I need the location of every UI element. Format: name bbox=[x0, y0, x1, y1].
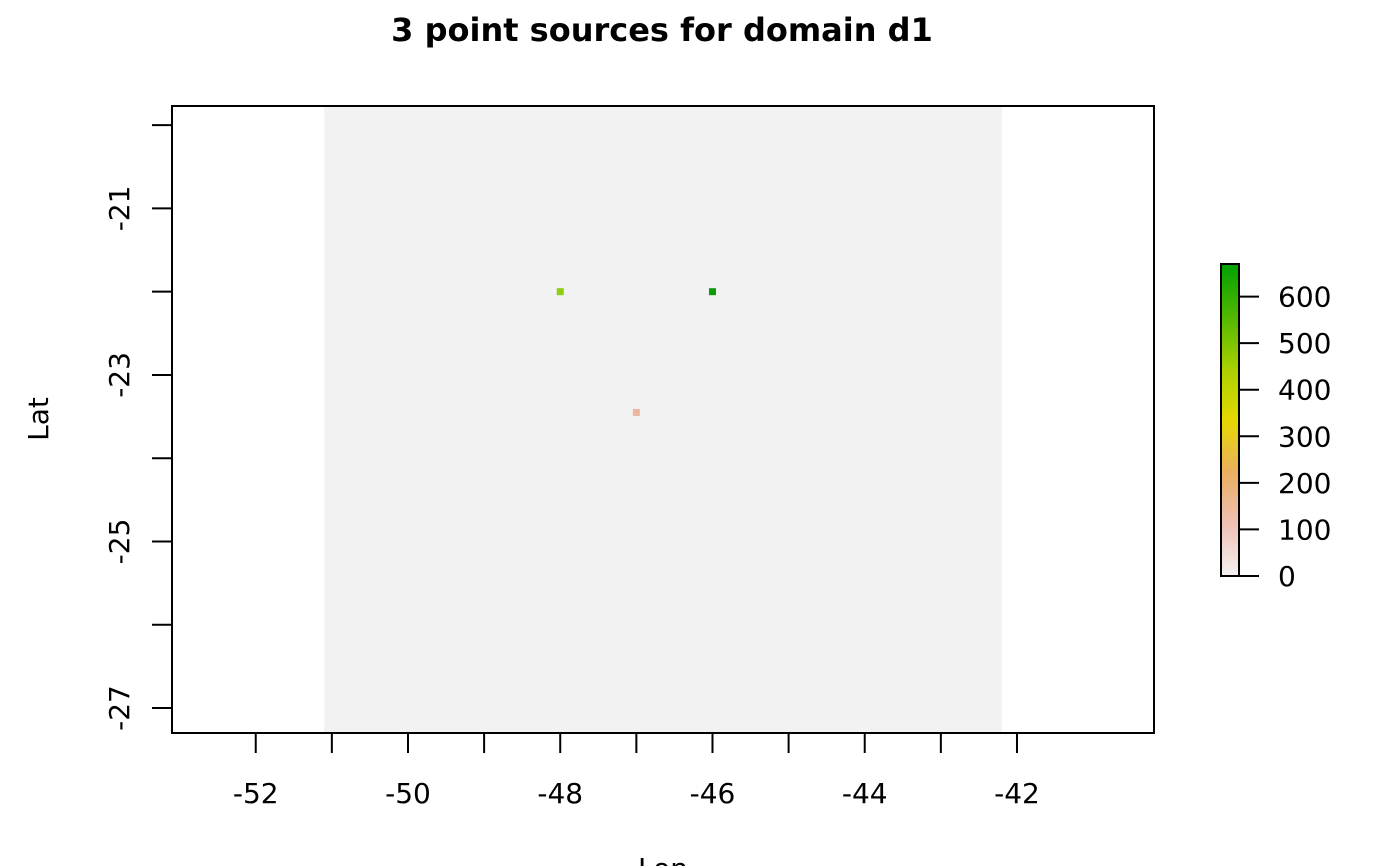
y-tick-label: -23 bbox=[103, 352, 136, 398]
plot-area bbox=[171, 105, 1155, 734]
colorbar-legend: 0 100 200 300 400 500 600 bbox=[1220, 263, 1331, 593]
colorbar-tick-label: 400 bbox=[1278, 374, 1331, 407]
y-axis-label: Lat bbox=[22, 397, 55, 441]
chart-title: 3 point sources for domain d1 bbox=[391, 11, 933, 49]
colorbar-tick-label: 200 bbox=[1278, 467, 1331, 500]
x-axis: -52 -50 -48 -46 -44 -42 bbox=[233, 732, 1040, 810]
y-axis: -27 -25 -23 -21 bbox=[103, 124, 173, 731]
colorbar-tick-label: 600 bbox=[1278, 281, 1331, 314]
x-tick-label: -46 bbox=[690, 777, 736, 810]
colorbar-tick-label: 500 bbox=[1278, 327, 1331, 360]
colorbar-tick-label: 300 bbox=[1278, 420, 1331, 453]
x-tick-label: -42 bbox=[994, 777, 1040, 810]
x-tick-label: -52 bbox=[233, 777, 279, 810]
point-source-2 bbox=[708, 288, 716, 296]
y-tick-label: -21 bbox=[103, 186, 136, 232]
x-axis-label: Lon bbox=[638, 852, 688, 866]
colorbar-tick-label: 100 bbox=[1278, 513, 1331, 546]
colorbar-tick-label: 0 bbox=[1278, 560, 1296, 593]
domain-extent bbox=[324, 106, 1002, 733]
x-tick-label: -48 bbox=[537, 777, 583, 810]
y-tick-label: -27 bbox=[103, 685, 136, 731]
point-source-1 bbox=[556, 288, 564, 296]
y-tick-label: -25 bbox=[103, 519, 136, 565]
colorbar-gradient bbox=[1220, 263, 1240, 577]
x-tick-label: -50 bbox=[385, 777, 431, 810]
point-source-3 bbox=[632, 408, 640, 416]
x-tick-label: -44 bbox=[842, 777, 888, 810]
